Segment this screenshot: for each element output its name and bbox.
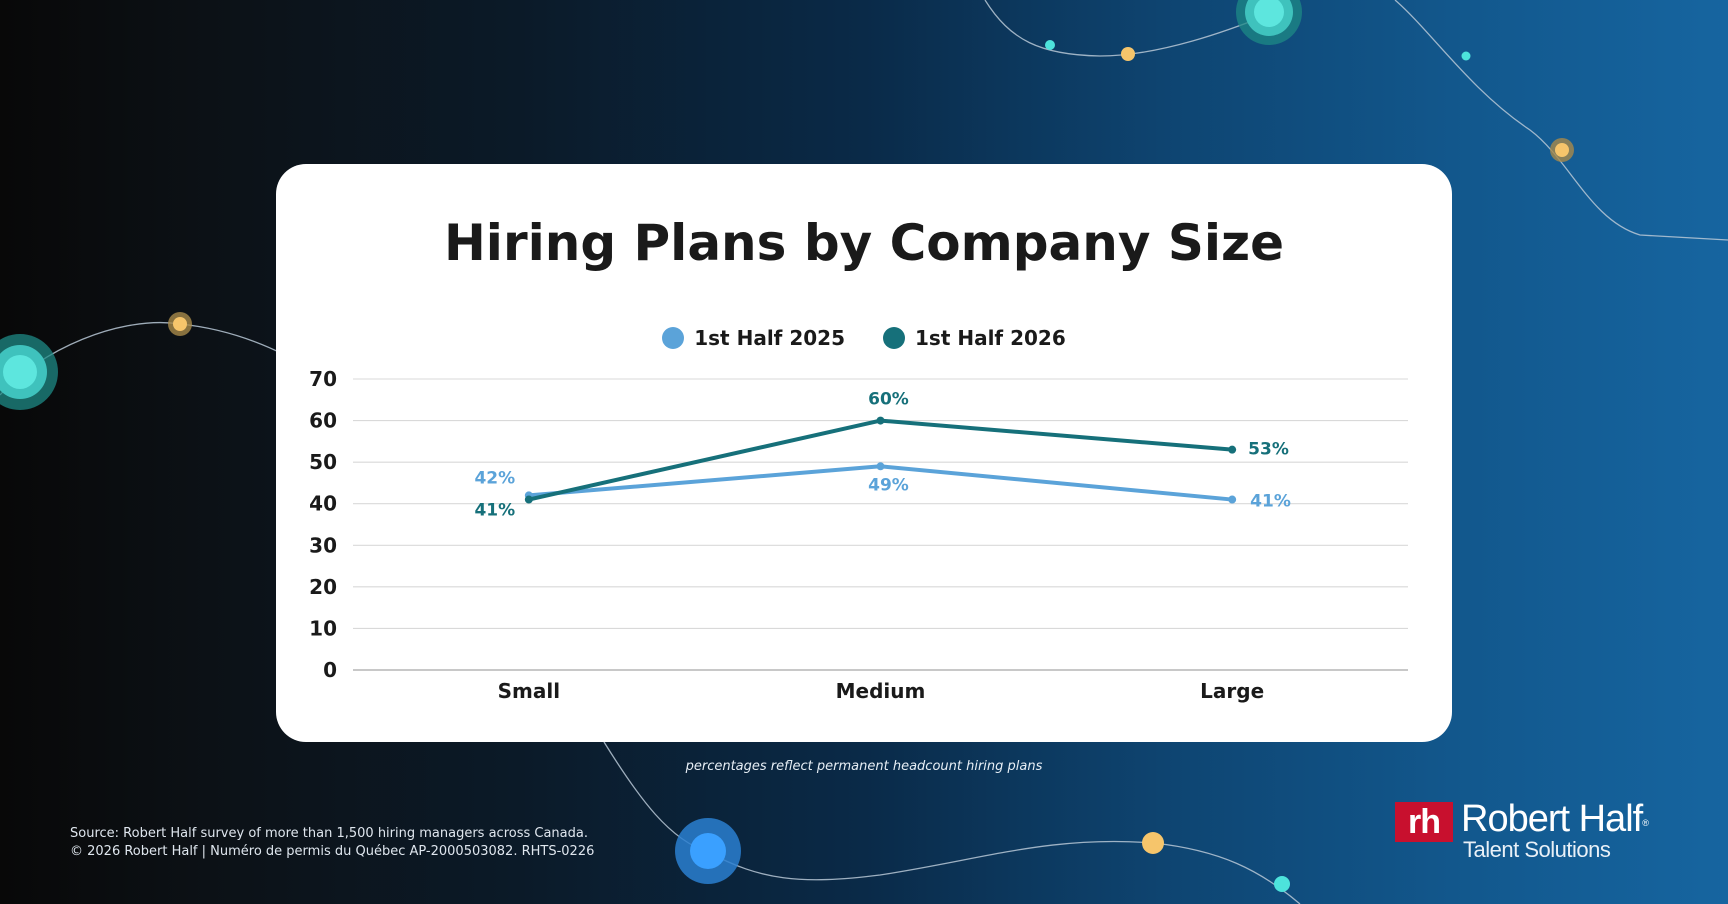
yellow-dot-right-icon <box>1550 138 1574 162</box>
x-tick-label: Large <box>1200 679 1264 703</box>
source-text: Source: Robert Half survey of more than … <box>70 825 594 861</box>
y-tick-label: 60 <box>309 409 337 433</box>
data-label: 49% <box>868 475 909 495</box>
data-point <box>876 462 885 471</box>
footnote: percentages reflect permanent headcount … <box>685 759 1043 774</box>
data-label: 41% <box>474 501 515 521</box>
logo-subtitle: Talent Solutions <box>1463 837 1611 862</box>
y-tick-label: 0 <box>323 658 337 682</box>
yellow-dot-top-icon <box>1121 47 1135 61</box>
data-series <box>524 416 1237 504</box>
chart-title: Hiring Plans by Company Size <box>443 214 1285 272</box>
logo-text: Robert Half® Talent Solutions <box>1461 798 1649 862</box>
data-label: 41% <box>1250 492 1291 512</box>
grid-lines <box>353 378 1408 671</box>
data-point <box>876 416 885 425</box>
curve-right <box>1394 0 1728 241</box>
rh-logo-icon: rh <box>1395 802 1453 842</box>
legend-label-2026: 1st Half 2026 <box>915 326 1066 350</box>
cyan-dot-bottom-icon <box>1274 876 1290 892</box>
logo-name: Robert Half® <box>1461 798 1649 840</box>
x-axis-labels: Small Medium Large <box>498 679 1265 703</box>
legend-item-2026: 1st Half 2026 <box>883 326 1066 350</box>
chart-legend: 1st Half 2025 1st Half 2026 <box>0 326 1728 350</box>
y-tick-label: 30 <box>309 533 337 557</box>
data-point <box>524 495 533 504</box>
legend-item-2025: 1st Half 2025 <box>662 326 845 350</box>
x-tick-label: Medium <box>836 679 926 703</box>
data-point <box>1228 495 1237 504</box>
teal-circle-top-icon <box>1236 0 1302 45</box>
yellow-dot-left-icon <box>168 312 192 336</box>
logo-name-text: Robert Half <box>1461 798 1643 840</box>
legend-dot-2025-icon <box>662 327 685 349</box>
y-tick-label: 10 <box>309 616 337 640</box>
y-tick-label: 20 <box>309 575 337 599</box>
data-label: 42% <box>474 468 515 488</box>
x-tick-label: Small <box>498 679 560 703</box>
data-label: 53% <box>1248 440 1289 460</box>
copyright-line: © 2026 Robert Half | Numéro de permis du… <box>70 844 595 859</box>
chart-card <box>276 164 1452 742</box>
cyan-dot-top-icon <box>1045 40 1055 50</box>
cyan-dot-right-icon <box>1461 51 1471 61</box>
legend-dot-2026-icon <box>883 327 905 349</box>
legend-label-2025: 1st Half 2025 <box>694 326 845 350</box>
y-axis-ticks: 0 10 20 30 40 50 60 70 <box>309 367 337 682</box>
data-point <box>1228 445 1237 454</box>
teal-circle-left-icon <box>0 334 58 410</box>
data-label: 60% <box>868 390 909 410</box>
registered-mark: ® <box>1642 818 1649 828</box>
y-tick-label: 70 <box>309 367 337 391</box>
y-tick-label: 40 <box>309 492 337 516</box>
yellow-dot-bottom-icon <box>1142 832 1164 854</box>
blue-circle-bottom-icon <box>675 818 741 884</box>
data-labels: 42% 49% 41% 41% 60% 53% <box>474 390 1290 521</box>
robert-half-logo: rh Robert Half® Talent Solutions <box>1395 798 1649 862</box>
y-tick-label: 50 <box>309 450 337 474</box>
source-line-1: Source: Robert Half survey of more than … <box>70 826 588 841</box>
curve-top <box>984 0 1271 57</box>
